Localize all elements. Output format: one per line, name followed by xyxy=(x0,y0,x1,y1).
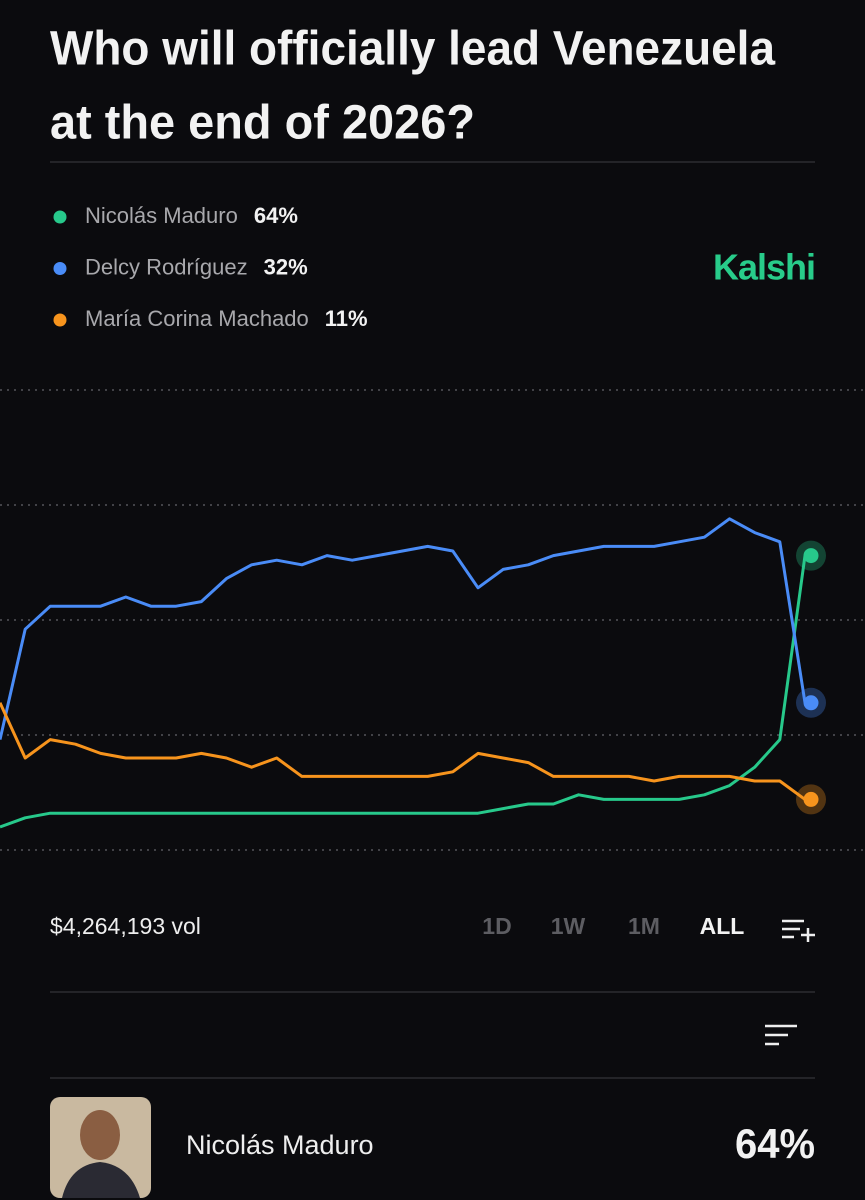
range-button[interactable]: 1D xyxy=(482,913,511,939)
series-line xyxy=(0,702,806,801)
avatar-suit xyxy=(62,1162,140,1198)
legend-dot xyxy=(53,210,67,224)
title: at the end of 2026? xyxy=(50,97,475,150)
legend-dot xyxy=(53,313,67,327)
legend-dot xyxy=(53,262,67,275)
legend-value: 32% xyxy=(264,254,308,279)
legend-value: 64% xyxy=(254,203,298,228)
outcome-name: Nicolás Maduro xyxy=(186,1130,374,1160)
volume: $4,264,193 vol xyxy=(50,913,201,939)
series-line xyxy=(0,517,807,740)
outcome-row[interactable]: Nicolás Maduro 64% xyxy=(50,1097,815,1198)
range-selector: 1D 1W 1M ALL xyxy=(482,913,744,939)
brand-logo: Kalshi xyxy=(713,247,815,288)
end-point xyxy=(803,695,819,711)
chart-settings-icon[interactable] xyxy=(782,919,815,942)
legend: Nicolás Maduro 64% Delcy Rodríguez 32% María… xyxy=(53,203,368,331)
outcome-chance: 64% xyxy=(735,1120,815,1167)
end-point xyxy=(803,791,819,807)
range-button[interactable]: ALL xyxy=(700,913,745,939)
legend-name: Nicolás Maduro xyxy=(85,203,238,228)
series-line xyxy=(0,555,807,829)
avatar-face xyxy=(80,1110,120,1160)
legend-name: María Corina Machado xyxy=(85,306,309,331)
sort-icon[interactable] xyxy=(765,1024,797,1046)
chart xyxy=(0,389,865,851)
end-point xyxy=(803,548,819,564)
legend-value: 11% xyxy=(325,306,368,331)
title: Who will officially lead Venezuela xyxy=(50,23,775,76)
range-button[interactable]: 1M xyxy=(628,913,660,939)
legend-name: Delcy Rodríguez xyxy=(85,254,248,279)
range-button[interactable]: 1W xyxy=(551,913,586,939)
